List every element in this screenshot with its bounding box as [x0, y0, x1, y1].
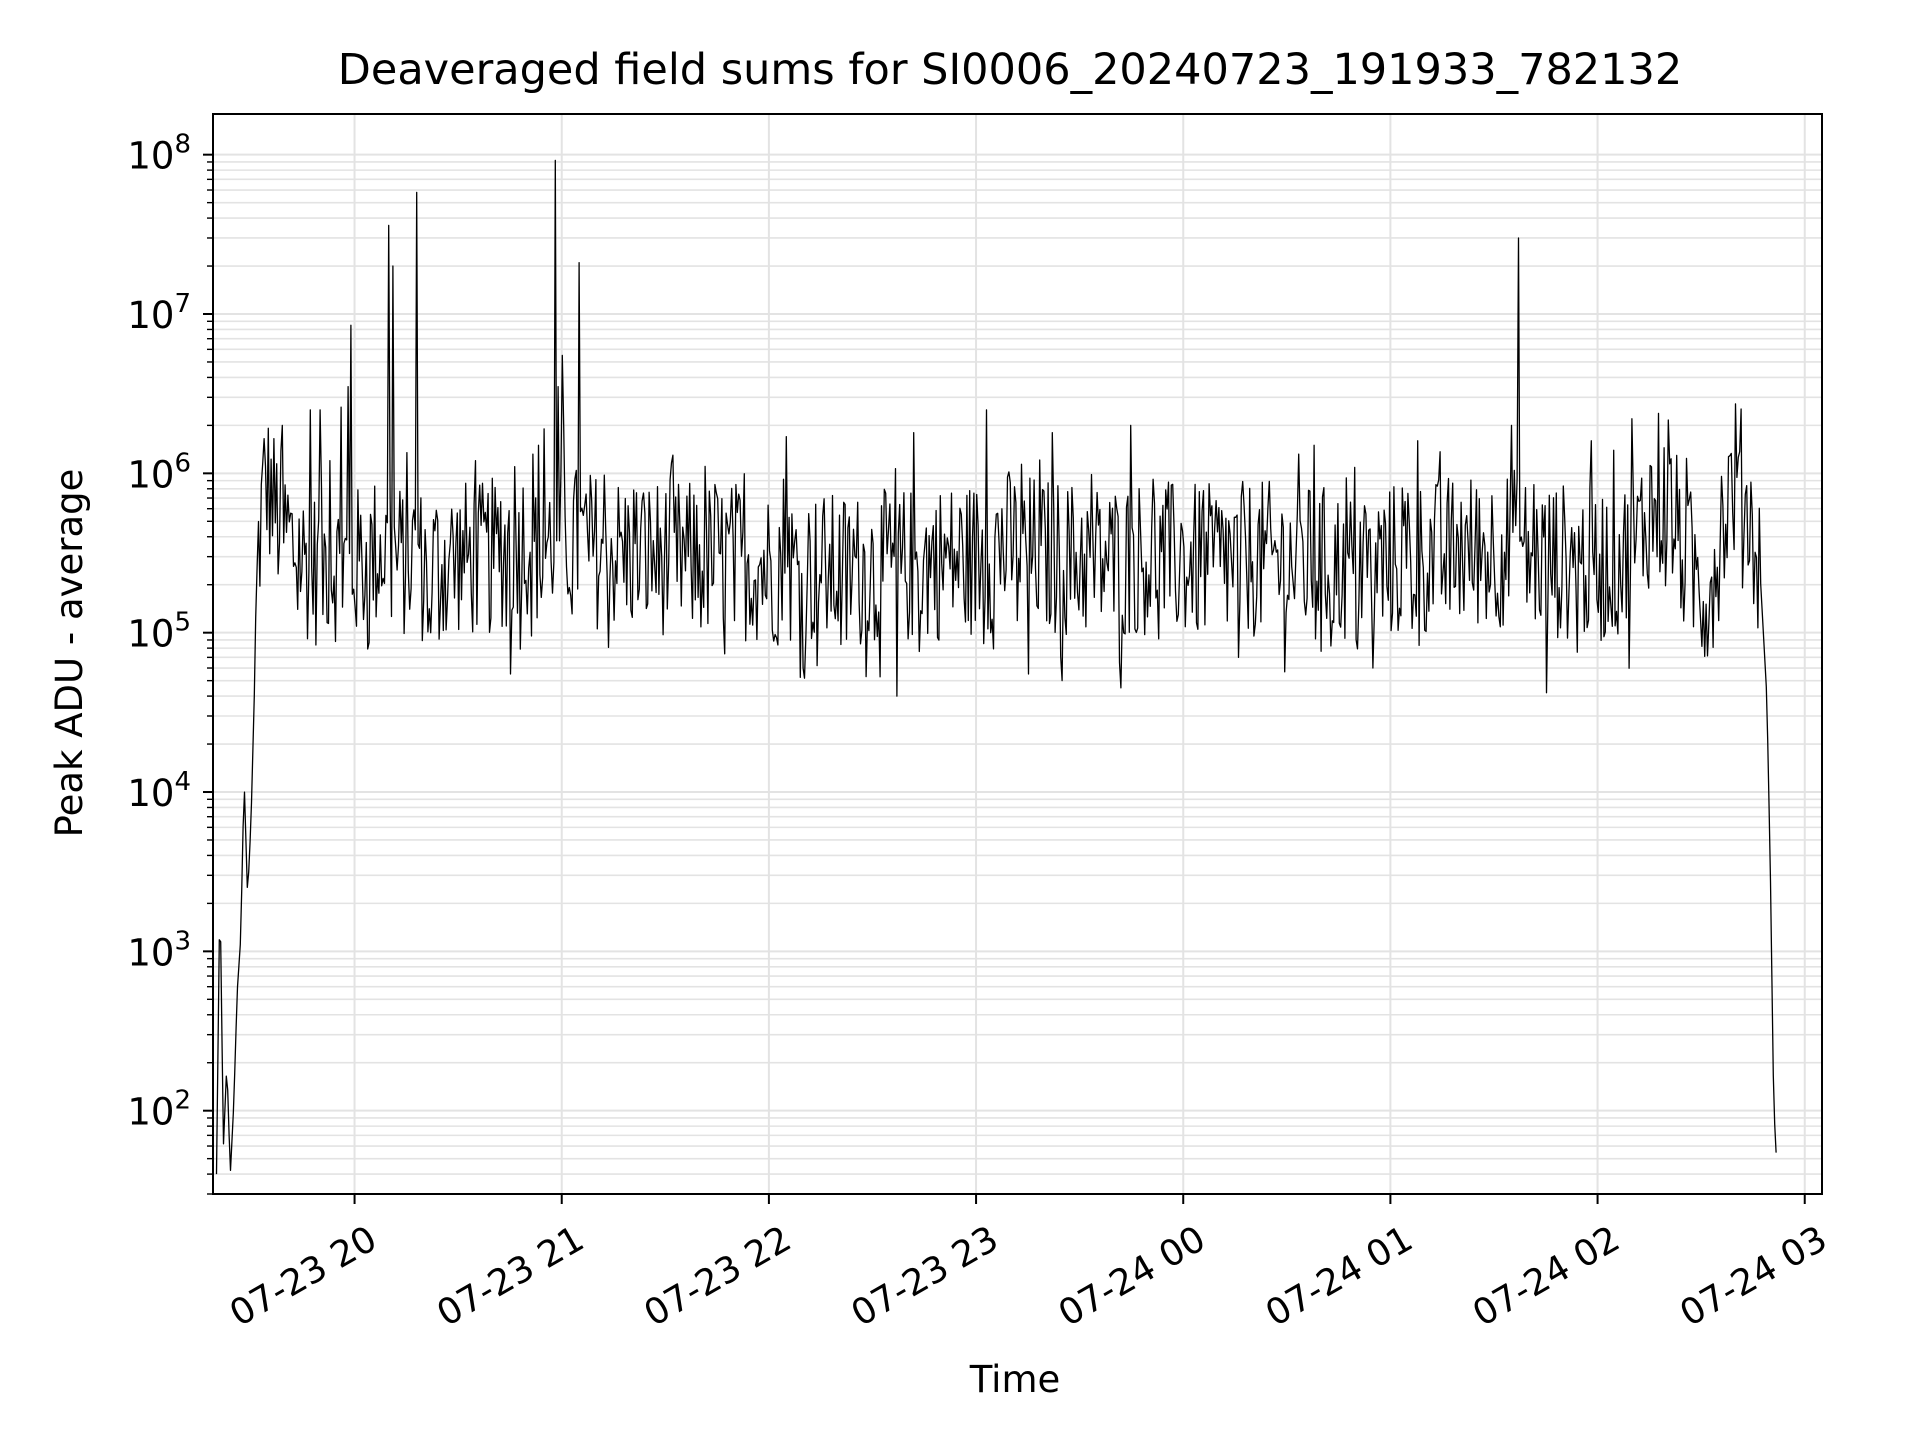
y-tick-label: 105 [127, 608, 191, 656]
y-tick-label: 104 [127, 767, 191, 815]
y-tick-label: 106 [127, 448, 191, 496]
x-axis-label: Time [969, 1358, 1061, 1401]
series-line [215, 159, 1777, 1175]
y-tick-label: 102 [127, 1086, 191, 1134]
y-axis-label: Peak ADU - average [48, 469, 91, 838]
y-tick-label: 107 [127, 289, 191, 337]
plot-frame [212, 113, 1823, 1195]
y-tick-label: 108 [127, 130, 191, 178]
y-tick-label: 103 [127, 926, 191, 974]
chart-title: Deaveraged field sums for SI0006_2024072… [338, 45, 1683, 95]
y-axis-ticks: 102 103 104 105 106 107 108 [127, 130, 213, 1195]
data-line-series [215, 159, 1777, 1175]
